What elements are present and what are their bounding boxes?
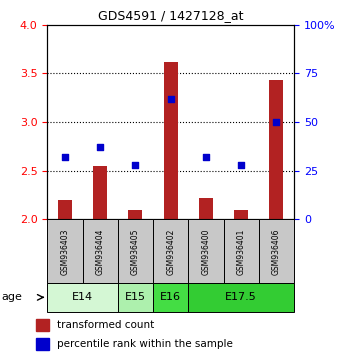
Bar <box>118 219 153 283</box>
Bar <box>269 80 284 219</box>
Text: percentile rank within the sample: percentile rank within the sample <box>57 339 233 349</box>
Bar <box>93 166 107 219</box>
Bar <box>199 198 213 219</box>
Bar <box>188 283 294 312</box>
Bar <box>223 219 259 283</box>
Bar <box>164 62 178 219</box>
Bar <box>259 219 294 283</box>
Bar <box>82 219 118 283</box>
Point <box>239 162 244 168</box>
Text: GSM936405: GSM936405 <box>131 228 140 275</box>
Bar <box>36 319 49 331</box>
Bar <box>128 210 143 219</box>
Bar <box>153 283 188 312</box>
Point <box>62 154 68 160</box>
Text: GSM936401: GSM936401 <box>237 228 246 275</box>
Text: E14: E14 <box>72 292 93 302</box>
Text: age: age <box>2 292 23 302</box>
Text: GSM936400: GSM936400 <box>201 228 211 275</box>
Point <box>274 119 279 125</box>
Text: GSM936402: GSM936402 <box>166 228 175 275</box>
Point <box>203 154 209 160</box>
Point <box>97 144 103 150</box>
Bar <box>47 283 118 312</box>
Text: GSM936406: GSM936406 <box>272 228 281 275</box>
Bar <box>234 210 248 219</box>
Text: GSM936404: GSM936404 <box>96 228 105 275</box>
Title: GDS4591 / 1427128_at: GDS4591 / 1427128_at <box>98 9 243 22</box>
Text: E16: E16 <box>160 292 181 302</box>
Bar <box>36 338 49 350</box>
Point <box>133 162 138 168</box>
Bar <box>118 283 153 312</box>
Bar <box>47 219 82 283</box>
Point <box>168 96 173 102</box>
Text: E15: E15 <box>125 292 146 302</box>
Bar <box>188 219 223 283</box>
Bar <box>58 200 72 219</box>
Bar <box>153 219 188 283</box>
Text: transformed count: transformed count <box>57 320 154 330</box>
Text: E17.5: E17.5 <box>225 292 257 302</box>
Text: GSM936403: GSM936403 <box>61 228 69 275</box>
